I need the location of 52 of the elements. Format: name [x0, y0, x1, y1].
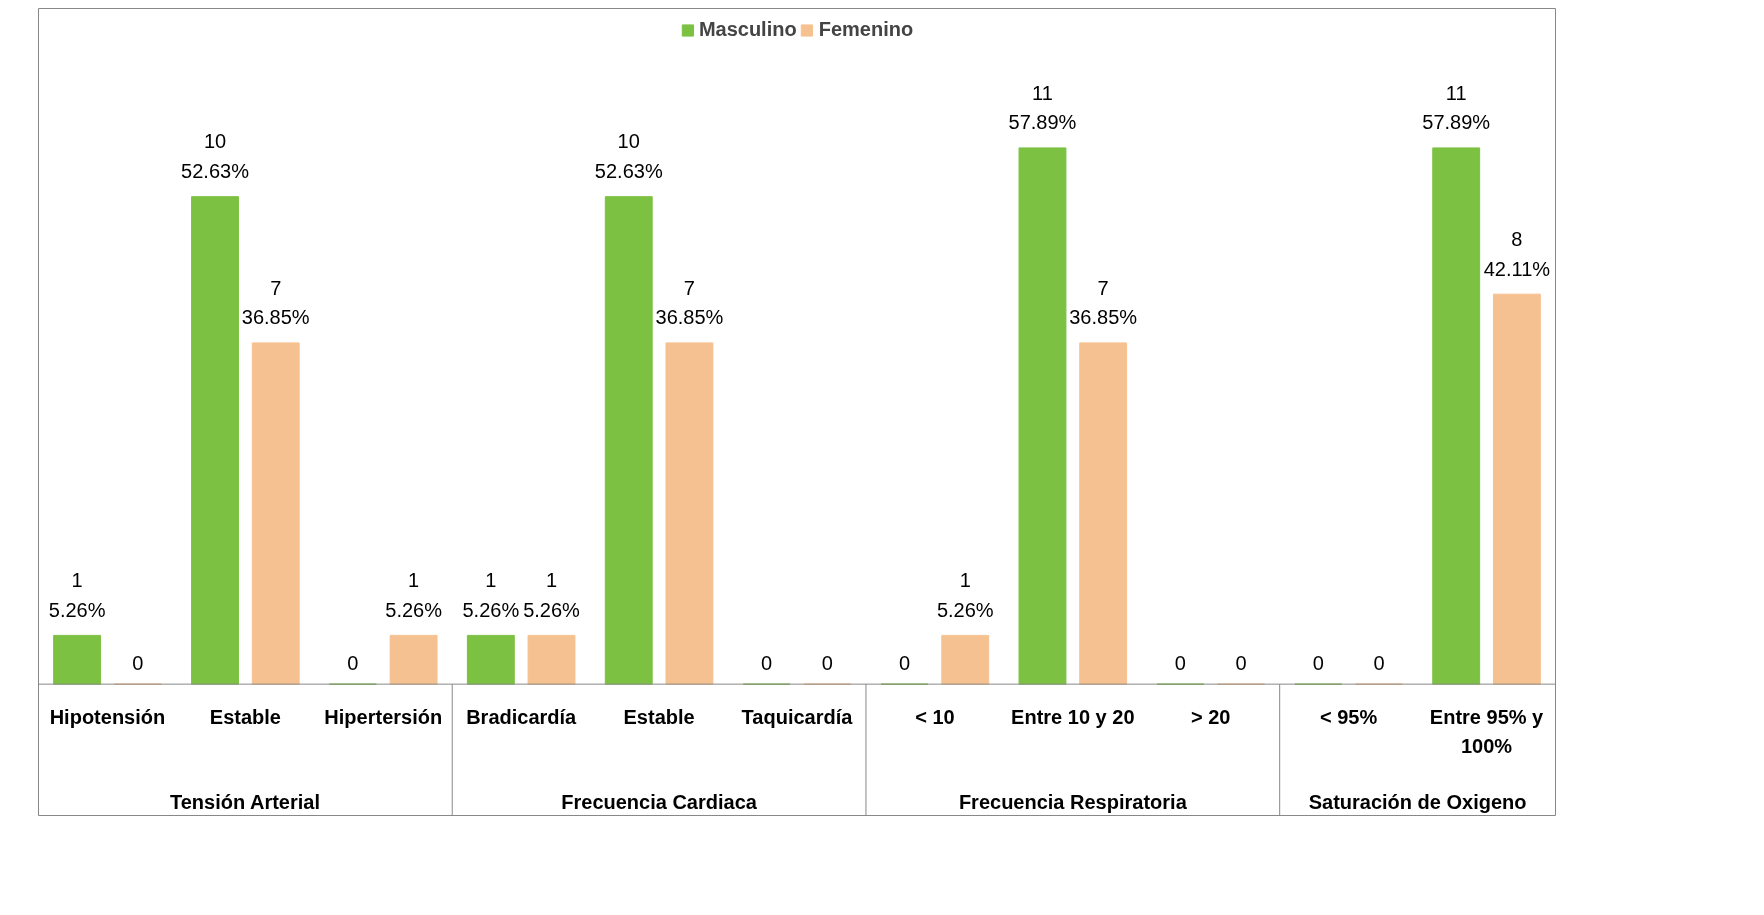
- bar: [604, 196, 653, 685]
- x-tick-label: Entre 95% y 100%: [1429, 706, 1545, 757]
- bar: [1018, 147, 1067, 685]
- x-tick-label: Hipertersión: [324, 706, 443, 729]
- bar: [527, 634, 576, 685]
- data-label: 0: [1174, 651, 1186, 674]
- x-tick-label: < 95%: [1320, 706, 1378, 729]
- data-label: 0: [347, 651, 359, 674]
- data-label: 1 5.26%: [48, 569, 106, 621]
- data-label: 0: [1312, 651, 1324, 674]
- bar: [53, 634, 102, 685]
- data-label: 0: [761, 651, 773, 674]
- legend-label: Femenino: [818, 18, 914, 41]
- data-label: 0: [899, 651, 911, 674]
- bar: [665, 342, 714, 685]
- data-label: 10 52.63%: [594, 130, 663, 183]
- bar: [466, 634, 515, 685]
- data-label: 0: [821, 651, 833, 674]
- data-label: 1 5.26%: [523, 569, 581, 621]
- x-tick-label: Bradicardía: [466, 706, 578, 729]
- x-tick-label: Estable: [623, 706, 695, 729]
- text: Tensión Arterial: [169, 791, 321, 814]
- data-label: 8 42.11%: [1483, 227, 1551, 280]
- data-label: 0: [1235, 651, 1247, 674]
- x-tick-label: Hipotensión: [49, 706, 166, 729]
- bar: [389, 634, 438, 685]
- x-tick-label: Estable: [209, 706, 281, 729]
- data-label: 10 52.63%: [181, 130, 250, 183]
- data-label: 1 5.26%: [936, 569, 994, 621]
- data-label: 0: [1373, 651, 1385, 674]
- bar: [251, 342, 300, 685]
- data-label: 1 5.26%: [462, 569, 520, 621]
- bar: [191, 196, 239, 685]
- data-label: 1 5.26%: [385, 569, 443, 621]
- data-label: 7 36.85%: [241, 276, 310, 329]
- x-tick-label: < 10: [915, 706, 955, 729]
- bar: [1079, 342, 1128, 685]
- bar: [1432, 147, 1481, 685]
- legend-label: Masculino: [698, 18, 797, 41]
- data-label: 11 57.89%: [1008, 81, 1077, 134]
- data-label: 7 36.85%: [655, 276, 724, 329]
- bar: [1492, 293, 1541, 685]
- x-tick-label: Entre 10 y 20: [1011, 706, 1135, 729]
- bar: [941, 634, 990, 685]
- text: Saturación de Oxigeno: [1308, 791, 1527, 814]
- data-label: 7 36.85%: [1069, 276, 1138, 329]
- data-label: 0: [132, 651, 144, 674]
- text: Frecuencia Cardiaca: [561, 791, 758, 814]
- x-tick-label: Taquicardía: [741, 706, 854, 729]
- text: Frecuencia Respiratoria: [958, 791, 1188, 814]
- x-tick-label: > 20: [1190, 706, 1231, 729]
- data-label: 11 57.89%: [1422, 81, 1491, 134]
